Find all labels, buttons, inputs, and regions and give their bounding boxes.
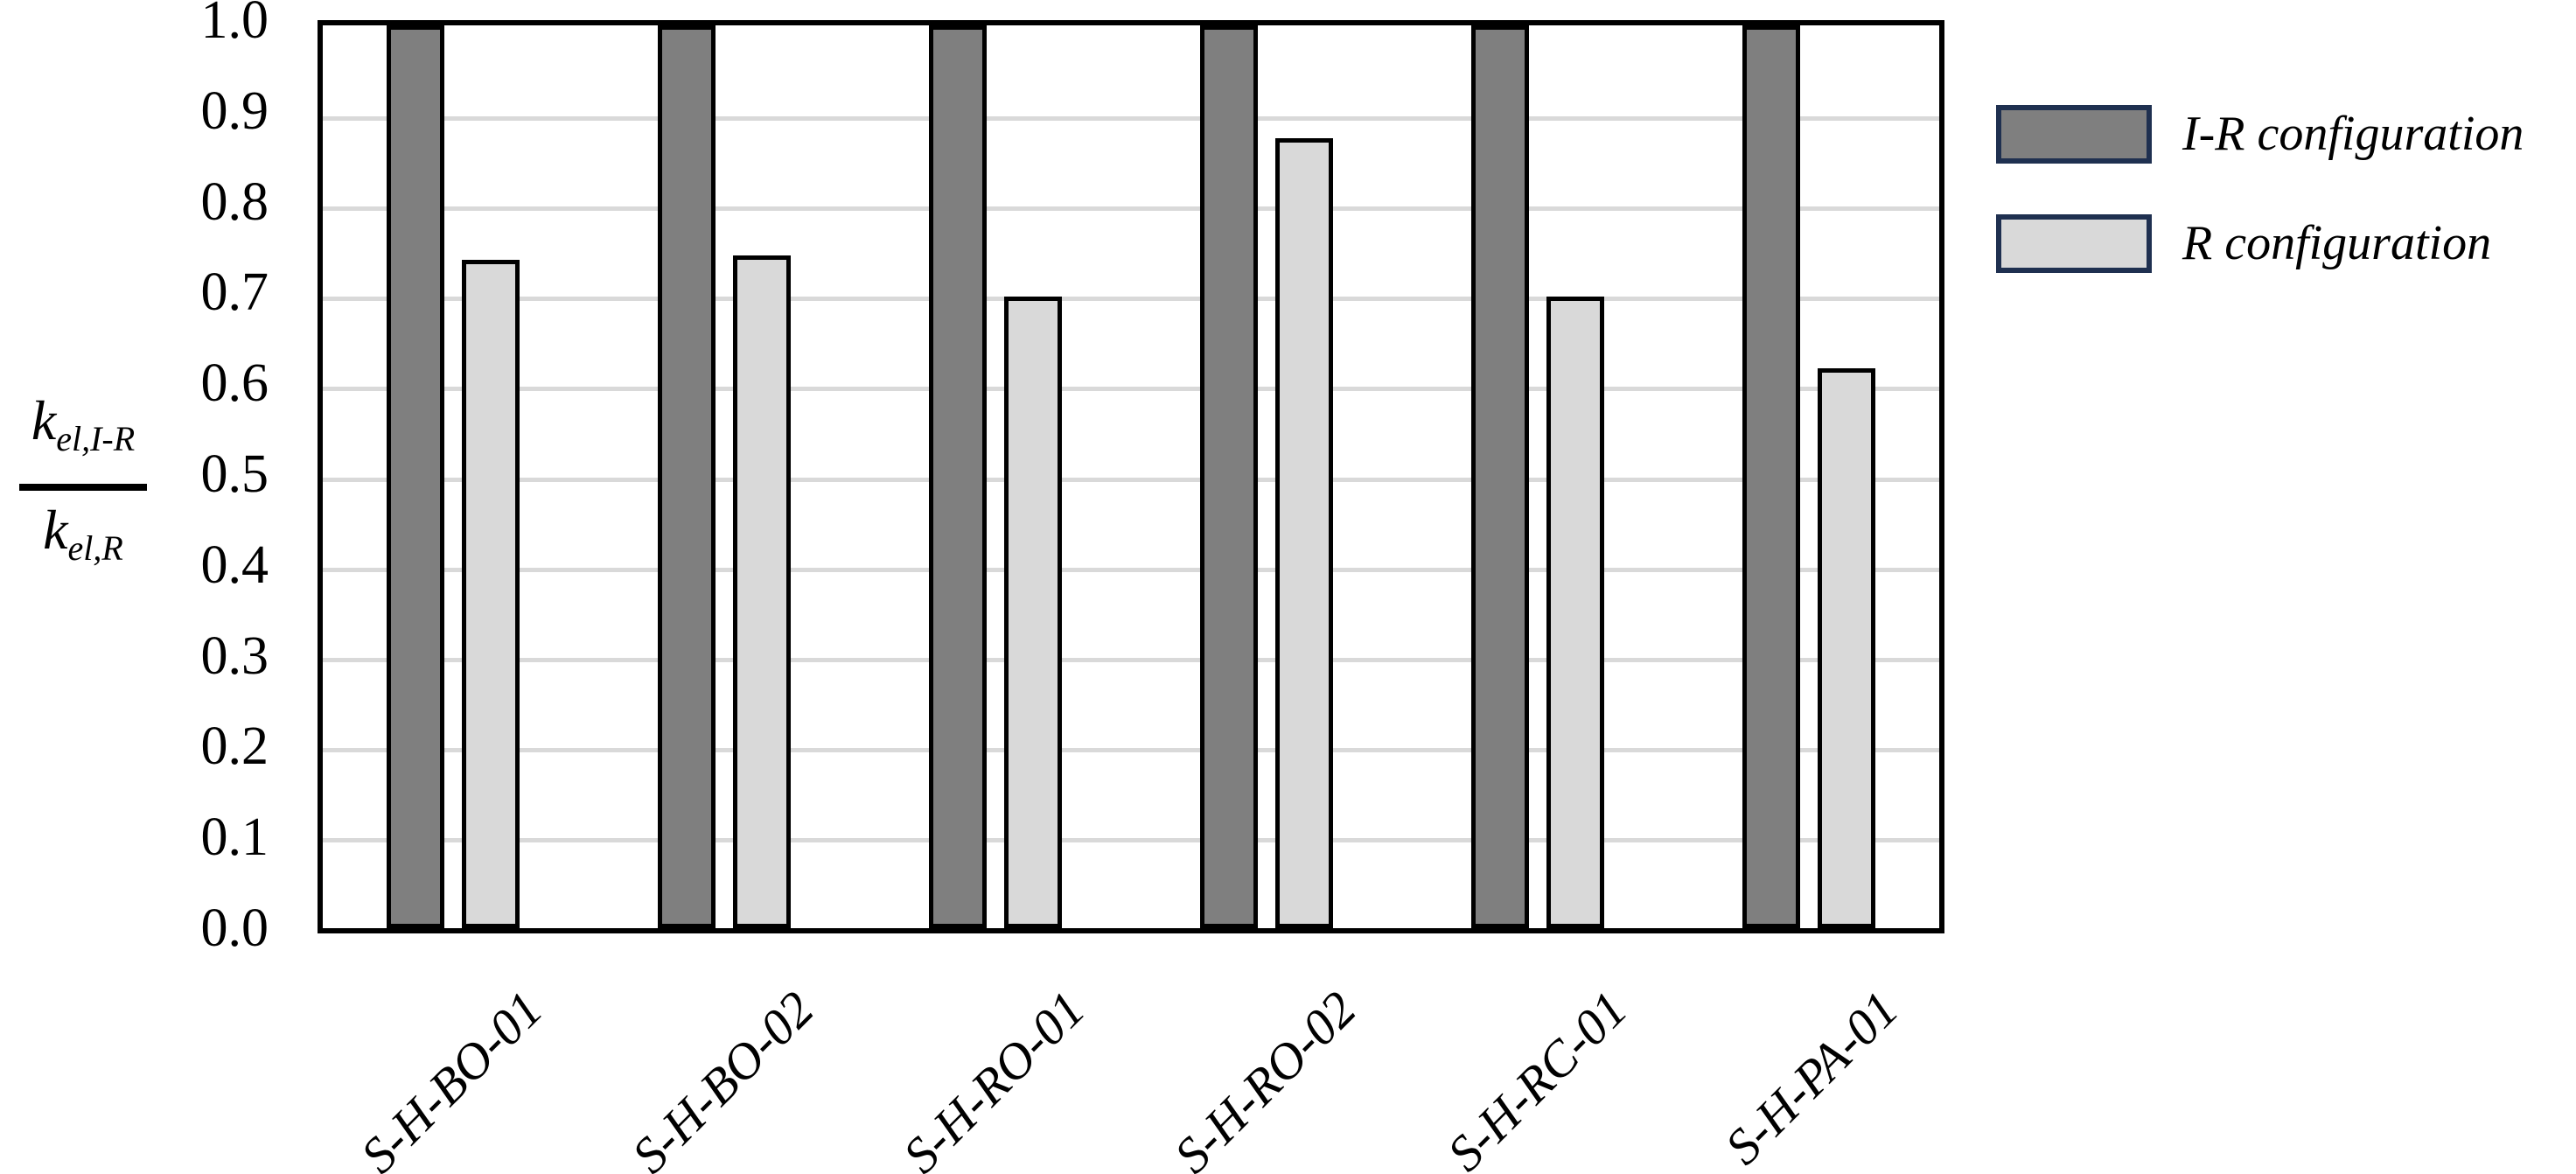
x-category-label-s-h-ro-01: S-H-RO-01 [891, 980, 1096, 1174]
gridline [323, 568, 1939, 572]
y-axis-title-numerator: kel,I-R [31, 389, 136, 459]
legend-swatch-r-configuration [1996, 214, 2152, 273]
bar-ir-s-h-ro-01 [929, 25, 987, 928]
bar-r-s-h-bo-02 [733, 255, 791, 928]
y-tick-label-1.0: 1.0 [200, 0, 269, 50]
bar-r-s-h-pa-01 [1818, 368, 1875, 928]
bar-ir-s-h-bo-01 [387, 25, 444, 928]
legend-swatch-ir-configuration [1996, 105, 2152, 164]
y-tick-label-0.5: 0.5 [200, 444, 269, 504]
legend-label-r-configuration: R configuration [2182, 216, 2492, 270]
x-category-label-s-h-bo-01: S-H-BO-01 [349, 980, 554, 1174]
y-tick-label-0.8: 0.8 [200, 172, 269, 232]
y-axis-title-denominator: kel,R [43, 499, 123, 569]
gridline [323, 838, 1939, 842]
bar-ir-s-h-rc-01 [1471, 25, 1529, 928]
x-category-label-s-h-pa-01: S-H-PA-01 [1714, 980, 1909, 1174]
x-category-label-s-h-bo-02: S-H-BO-02 [620, 980, 825, 1174]
x-category-label-s-h-ro-02: S-H-RO-02 [1162, 980, 1367, 1174]
gridline [323, 748, 1939, 752]
y-tick-label-0.4: 0.4 [200, 535, 269, 595]
y-tick-label-0.0: 0.0 [200, 898, 269, 958]
y-tick-label-0.9: 0.9 [200, 81, 269, 141]
y-tick-label-0.1: 0.1 [200, 807, 269, 867]
y-tick-label-0.3: 0.3 [200, 626, 269, 686]
x-category-label-s-h-rc-01: S-H-RC-01 [1436, 980, 1638, 1174]
y-axis-title: kel,I-R kel,R [9, 392, 157, 577]
legend-label-ir-configuration: I-R configuration [2182, 107, 2524, 161]
bar-ir-s-h-bo-02 [658, 25, 716, 928]
gridline [323, 297, 1939, 301]
bar-r-s-h-ro-01 [1004, 297, 1062, 928]
bar-ir-s-h-ro-02 [1200, 25, 1258, 928]
gridline [323, 478, 1939, 482]
bar-ir-s-h-pa-01 [1742, 25, 1800, 928]
fraction-bar [19, 484, 147, 491]
gridline [323, 658, 1939, 662]
y-tick-label-0.6: 0.6 [200, 353, 269, 413]
bar-r-s-h-bo-01 [462, 260, 520, 928]
gridline [323, 206, 1939, 211]
bar-r-s-h-rc-01 [1546, 297, 1604, 928]
y-tick-label-0.2: 0.2 [200, 716, 269, 776]
y-tick-label-0.7: 0.7 [200, 262, 269, 322]
gridline [323, 387, 1939, 391]
bar-r-s-h-ro-02 [1275, 138, 1333, 928]
plot-area [318, 20, 1944, 933]
gridline [323, 116, 1939, 121]
